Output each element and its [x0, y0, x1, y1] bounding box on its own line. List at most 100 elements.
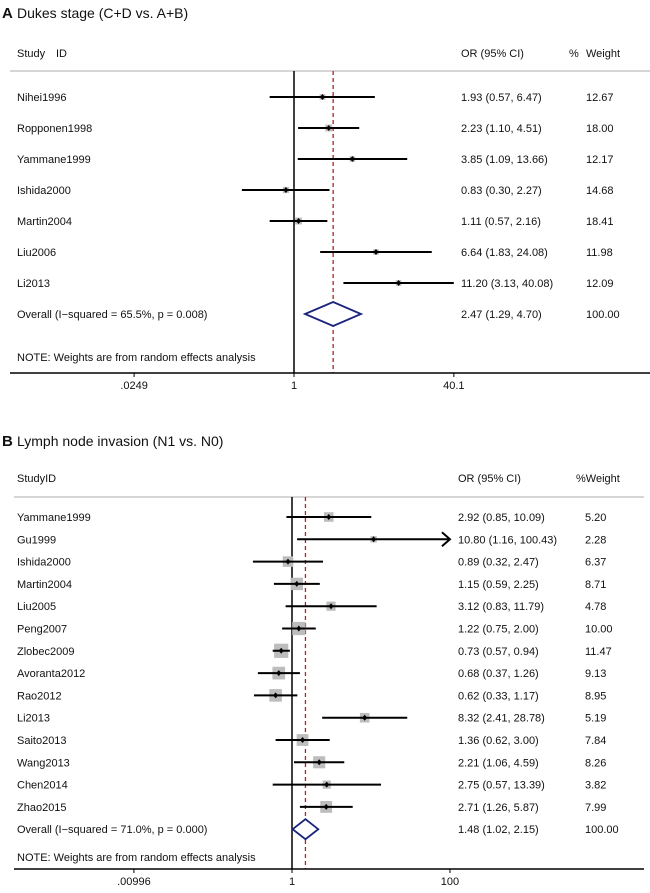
study-row: Li2013 11.20 (3.13, 40.08) 12.09 [17, 278, 614, 290]
study-row: Li2013 8.32 (2.41, 28.78) 5.19 [17, 713, 606, 725]
study-row: Martin2004 1.11 (0.57, 2.16) 18.41 [17, 216, 614, 228]
study-id: Saito2013 [17, 735, 67, 747]
point-estimate-marker [296, 218, 302, 224]
study-row: Saito2013 1.36 (0.62, 3.00) 7.84 [17, 734, 606, 747]
study-id: Martin2004 [17, 579, 72, 591]
study-or-ci: 1.15 (0.59, 2.25) [458, 579, 539, 591]
study-row: Ishida2000 0.83 (0.30, 2.27) 14.68 [17, 185, 614, 197]
point-estimate-marker [283, 187, 289, 193]
point-estimate-marker [328, 603, 334, 610]
study-weight: 3.82 [585, 780, 606, 792]
overall-label: Overall (I−squared = 71.0%, p = 0.000) [17, 824, 207, 836]
study-or-ci: 11.20 (3.13, 40.08) [461, 278, 553, 290]
study-row: Wang2013 2.21 (1.06, 4.59) 8.26 [17, 756, 606, 769]
study-weight: 5.19 [585, 713, 606, 725]
forest-panel-a: A Dukes stage (C+D vs. A+B) Study ID OR (95%… [2, 5, 650, 392]
point-estimate-marker [296, 625, 302, 632]
study-id: Liu2005 [17, 601, 56, 613]
study-or-ci: 10.80 (1.16, 100.43) [458, 534, 557, 546]
overall-row: Overall (I−squared = 65.5%, p = 0.008) 2.… [17, 301, 620, 327]
overall-weight: 100.00 [585, 824, 619, 836]
header-or-ci: OR (95% CI) [458, 473, 521, 485]
header-percent: % [569, 48, 579, 60]
study-or-ci: 6.64 (1.83, 24.08) [461, 247, 548, 259]
study-id: Li2013 [17, 278, 50, 290]
point-estimate-marker [324, 781, 330, 788]
study-or-ci: 1.93 (0.57, 6.47) [461, 92, 542, 104]
study-weight: 8.95 [585, 690, 606, 702]
study-or-ci: 2.92 (0.85, 10.09) [458, 512, 545, 524]
study-row: Ishida2000 0.89 (0.32, 2.47) 6.37 [17, 556, 606, 569]
study-weight: 2.28 [585, 534, 606, 546]
study-weight: 12.09 [586, 278, 614, 290]
point-estimate-marker [371, 536, 377, 543]
study-or-ci: 8.32 (2.41, 28.78) [458, 713, 545, 725]
study-or-ci: 0.68 (0.37, 1.26) [458, 668, 539, 680]
study-or-ci: 2.21 (1.06, 4.59) [458, 757, 539, 769]
point-estimate-marker [300, 737, 306, 743]
study-row: Chen2014 2.75 (0.57, 13.39) 3.82 [17, 780, 606, 792]
study-id: Yammane1999 [17, 512, 91, 524]
study-or-ci: 1.36 (0.62, 3.00) [458, 735, 539, 747]
point-estimate-marker [285, 558, 291, 565]
study-or-ci: 0.89 (0.32, 2.47) [458, 557, 539, 569]
point-estimate-marker [326, 125, 332, 131]
point-estimate-marker [396, 280, 402, 286]
footnote: NOTE: Weights are from random effects an… [17, 352, 256, 364]
study-weight: 9.13 [585, 668, 606, 680]
study-row: Yammane1999 2.92 (0.85, 10.09) 5.20 [17, 512, 606, 524]
point-estimate-marker [349, 156, 355, 162]
x-axis-tick-label: 40.1 [443, 380, 464, 392]
study-or-ci: 2.71 (1.26, 5.87) [458, 802, 539, 814]
study-id: Yammane1999 [17, 154, 91, 166]
study-or-ci: 0.83 (0.30, 2.27) [461, 185, 542, 197]
study-row: Rao2012 0.62 (0.33, 1.17) 8.95 [17, 689, 606, 702]
study-weight: 4.78 [585, 601, 606, 613]
study-id: Zlobec2009 [17, 646, 75, 658]
overall-diamond [302, 301, 364, 327]
study-row: Gu1999 10.80 (1.16, 100.43) 2.28 [17, 531, 606, 548]
study-row: Zlobec2009 0.73 (0.57, 0.94) 11.47 [17, 643, 612, 658]
study-weight: 11.47 [585, 646, 612, 658]
study-or-ci: 3.12 (0.83, 11.79) [458, 601, 544, 613]
study-id: Ishida2000 [17, 185, 71, 197]
point-estimate-marker [278, 647, 284, 654]
study-or-ci: 1.22 (0.75, 2.00) [458, 624, 539, 636]
study-row: Avoranta2012 0.68 (0.37, 1.26) 9.13 [17, 666, 606, 680]
study-id: Nihei1996 [17, 92, 67, 104]
x-axis-tick-label: 100 [441, 876, 459, 888]
study-row: Zhao2015 2.71 (1.26, 5.87) 7.99 [17, 800, 606, 814]
study-weight: 7.99 [585, 802, 606, 814]
study-id: Zhao2015 [17, 802, 67, 814]
study-or-ci: 0.62 (0.33, 1.17) [458, 690, 539, 702]
study-row: Liu2006 6.64 (1.83, 24.08) 11.98 [17, 247, 613, 259]
forest-panel-b: B Lymph node invasion (N1 vs. N0) StudyID O… [2, 433, 644, 888]
study-weight: 12.17 [586, 154, 614, 166]
study-weight: 5.20 [585, 512, 606, 524]
study-id: Rao2012 [17, 690, 62, 702]
study-weight: 10.00 [585, 624, 613, 636]
panel-title: Lymph node invasion (N1 vs. N0) [17, 433, 223, 449]
study-weight: 14.68 [586, 185, 614, 197]
overall-row: Overall (I−squared = 71.0%, p = 0.000) 1.… [17, 818, 619, 841]
point-estimate-marker [373, 249, 379, 255]
header-study: StudyID [17, 473, 56, 485]
point-estimate-marker [362, 714, 368, 721]
study-id: Chen2014 [17, 780, 68, 792]
point-estimate-marker [319, 94, 325, 100]
study-id: Avoranta2012 [17, 668, 85, 680]
study-row: Ropponen1998 2.23 (1.10, 4.51) 18.00 [17, 123, 614, 135]
header-study: Study [17, 48, 46, 60]
study-id: Gu1999 [17, 534, 56, 546]
study-weight: 7.84 [585, 735, 606, 747]
study-id: Peng2007 [17, 624, 67, 636]
header-weight: Weight [586, 48, 620, 60]
study-weight: 18.41 [586, 216, 614, 228]
study-weight: 6.37 [585, 557, 606, 569]
study-or-ci: 1.11 (0.57, 2.16) [461, 216, 541, 228]
study-id: Martin2004 [17, 216, 72, 228]
study-row: Martin2004 1.15 (0.59, 2.25) 8.71 [17, 577, 606, 591]
study-weight: 18.00 [586, 123, 614, 135]
study-weight: 8.71 [585, 579, 606, 591]
study-or-ci: 2.75 (0.57, 13.39) [458, 780, 545, 792]
